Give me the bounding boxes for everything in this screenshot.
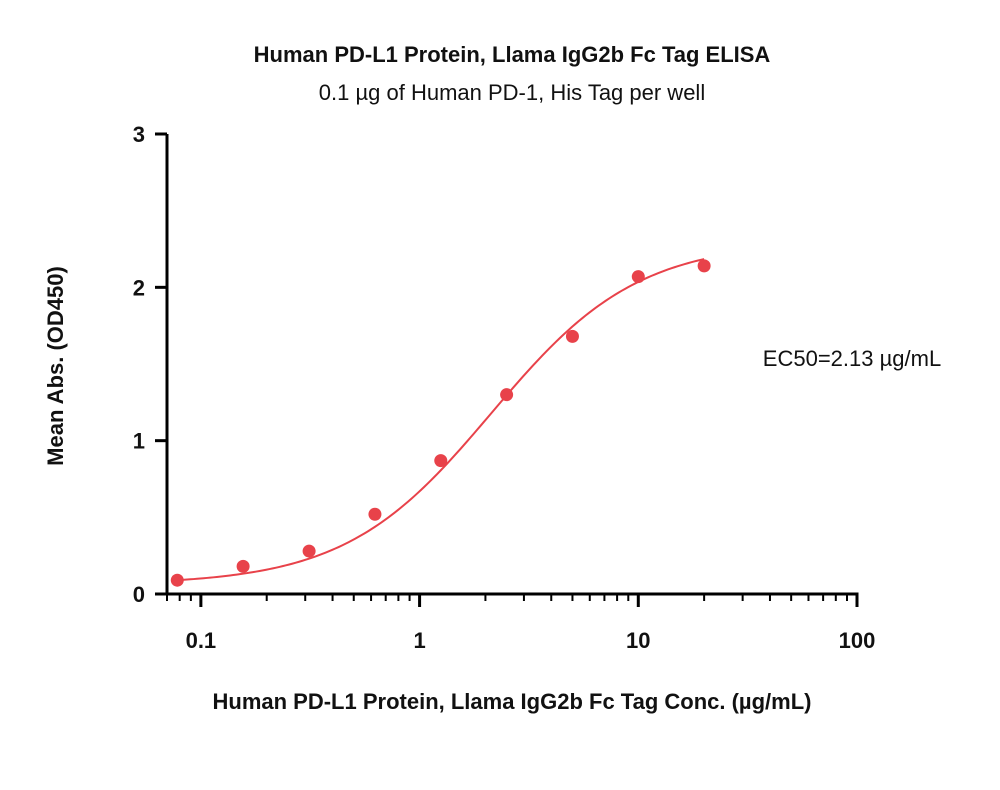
y-tick-label: 2 <box>133 275 145 300</box>
data-point <box>434 454 448 468</box>
fit-curve <box>177 258 705 582</box>
y-tick-label: 3 <box>133 122 145 147</box>
data-point <box>697 259 711 273</box>
y-tick-label: 0 <box>133 582 145 607</box>
y-axis-label: Mean Abs. (OD450) <box>43 266 68 466</box>
data-point <box>170 573 184 587</box>
x-ticks: 0.1 1 10 100 <box>166 594 876 653</box>
x-axis-label: Human PD-L1 Protein, Llama IgG2b Fc Tag … <box>213 689 812 714</box>
y-ticks: 0 1 2 3 <box>133 122 167 607</box>
y-tick-label: 1 <box>133 429 145 454</box>
x-tick-label: 0.1 <box>186 628 217 653</box>
ec50-annotation: EC50=2.13 µg/mL <box>763 346 941 371</box>
data-points <box>170 259 711 587</box>
data-point <box>368 507 382 521</box>
chart-subtitle: 0.1 µg of Human PD-1, His Tag per well <box>319 80 705 105</box>
x-tick-label: 100 <box>839 628 876 653</box>
data-point <box>500 388 514 402</box>
x-tick-label: 10 <box>626 628 650 653</box>
x-tick-label: 1 <box>413 628 425 653</box>
chart-title: Human PD-L1 Protein, Llama IgG2b Fc Tag … <box>254 42 771 67</box>
data-point <box>565 329 579 343</box>
data-point <box>236 559 250 573</box>
data-point <box>302 544 316 558</box>
axes: 0 1 2 3 0.1 1 10 100 <box>133 122 876 653</box>
data-point <box>631 270 645 284</box>
